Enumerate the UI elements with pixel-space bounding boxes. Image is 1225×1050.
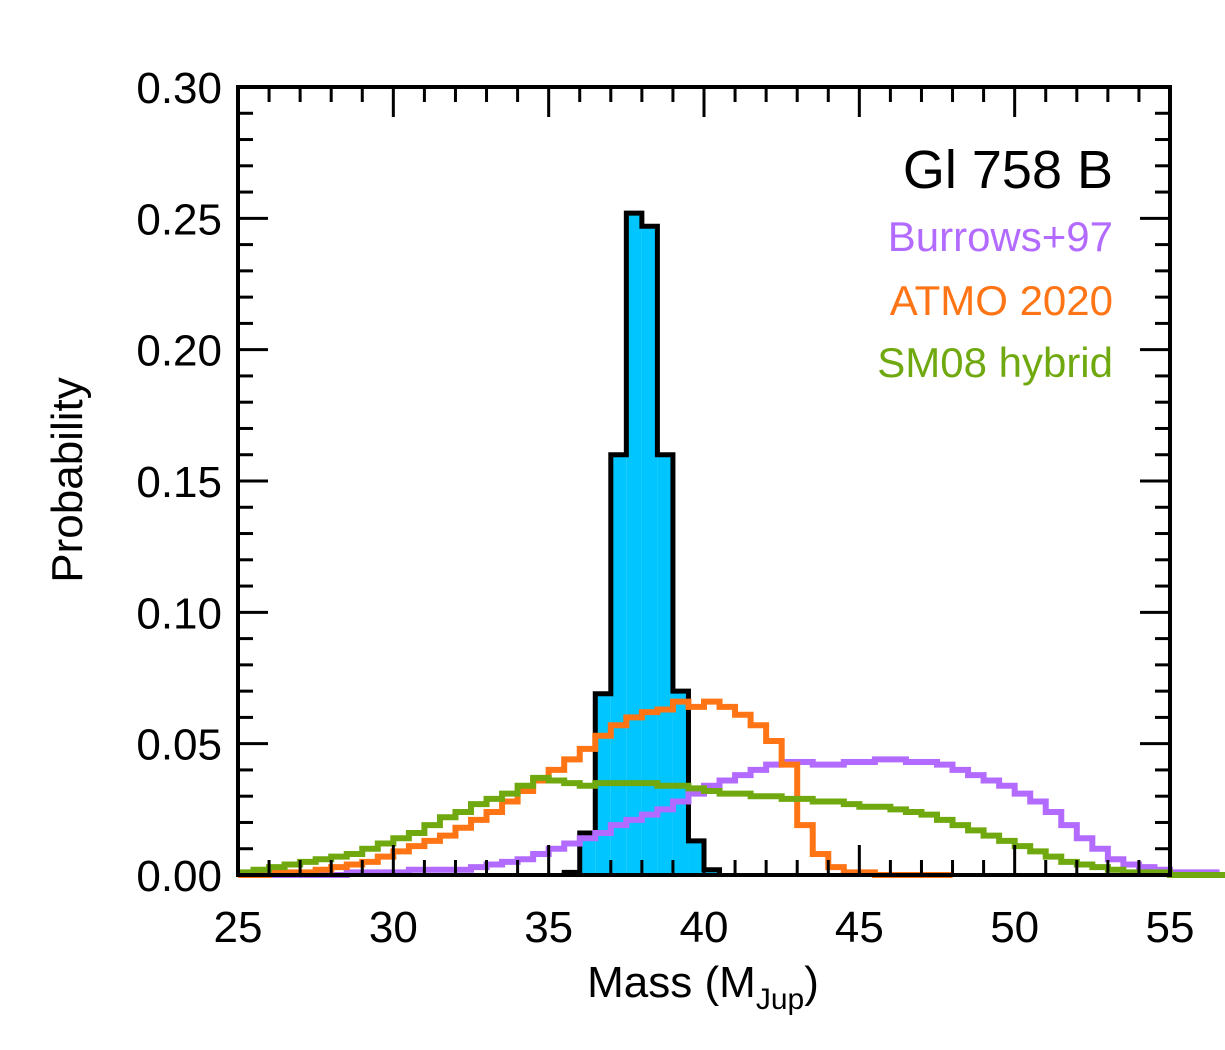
observed-bar-4: [626, 213, 642, 875]
observed-bar-3: [610, 454, 627, 875]
x-axis-title-subscript: Jup: [756, 983, 804, 1016]
y-tick-label: 0.25: [136, 195, 222, 244]
legend-entry-atmo: ATMO 2020: [890, 277, 1113, 324]
x-tick-label: 25: [214, 903, 263, 952]
axis-ticks: [236, 85, 1172, 877]
y-tick-label: 0.10: [136, 589, 222, 638]
plot-frame: [236, 85, 1172, 877]
x-axis-title-main: Mass (M: [587, 958, 756, 1007]
tick-labels: 25 30 35 40 45 50 55 0.00 0.05 0.10 0.15 0.20 0.25 0.…: [136, 64, 1194, 952]
observed-bar-9: [704, 869, 720, 875]
y-tick-label: 0.00: [136, 852, 222, 901]
x-tick-label: 55: [1146, 903, 1195, 952]
x-tick-label: 50: [990, 903, 1039, 952]
y-tick-label: 0.15: [136, 458, 222, 507]
x-tick-label: 40: [680, 903, 729, 952]
plot-content: [238, 210, 1225, 878]
plot-border: [236, 85, 1172, 877]
y-tick-label: 0.05: [136, 721, 222, 770]
observed-histogram-outline: [561, 210, 723, 875]
series-line-sm08-hybrid: [238, 774, 1225, 878]
y-axis-title: Probability: [43, 377, 92, 582]
legend-entry-burrows: Burrows+97: [888, 213, 1113, 260]
y-tick-label: 0.30: [136, 64, 222, 113]
x-tick-label: 30: [369, 903, 418, 952]
x-tick-label: 35: [524, 903, 573, 952]
observed-bar-8: [688, 840, 704, 875]
observed-bar-1: [579, 832, 596, 875]
x-axis-title: Mass (MJup): [587, 958, 819, 1016]
x-tick-label: 45: [835, 903, 884, 952]
legend-entry-sm08: SM08 hybrid: [877, 339, 1113, 386]
x-axis-title-close: ): [804, 958, 819, 1007]
legend-title: Gl 758 B: [903, 140, 1113, 200]
series-line-atmo-2020: [238, 698, 953, 878]
legend: Gl 758 B Burrows+97 ATMO 2020 SM08 hybri…: [877, 140, 1113, 386]
observed-bar-6: [657, 454, 673, 875]
y-tick-label: 0.20: [136, 327, 222, 376]
